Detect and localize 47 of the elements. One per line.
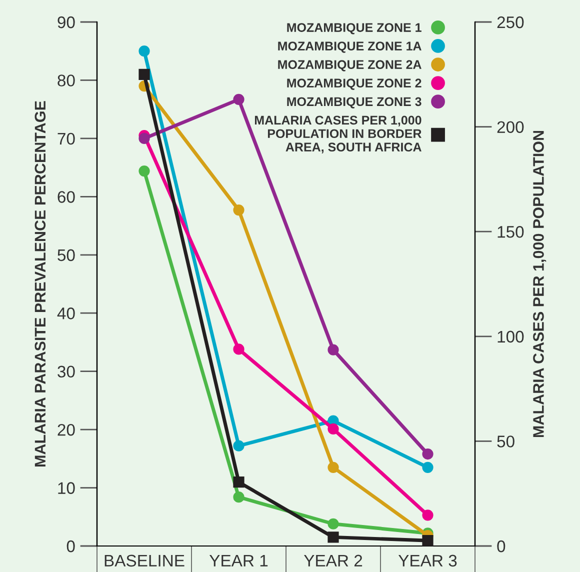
point [328,532,339,543]
x-tick-label: YEAR 3 [398,554,457,567]
y-tick-label: 70 [58,132,75,145]
point [422,510,434,521]
y-tick-label: 90 [58,16,75,28]
point [233,440,244,452]
point [233,94,244,105]
point [233,492,244,503]
point [422,534,434,546]
y2-tick-label: 50 [497,436,514,448]
y2-tick-label: 250 [497,16,524,28]
y-tick-label: 50 [58,249,75,262]
legend-label: MOZAMBIQUE ZONE 2 [287,78,422,90]
y-axis-title: MALARIA PARASITE PREVALENCE PERCENTAGE [34,101,46,466]
y2-tick-label: 200 [497,121,524,134]
legend-label: MOZAMBIQUE ZONE 2A [278,60,422,72]
y-tick-label: 40 [57,308,75,320]
point [138,46,150,57]
y2-axis-title: MALARIA CASES PER 1,000 POPULATION [533,130,546,438]
point [422,462,434,473]
point [233,204,244,216]
point [138,68,150,80]
point [328,462,339,473]
y-tick-label: 10 [58,482,75,494]
point [328,423,339,435]
y-tick-label: 80 [58,74,75,86]
x-tick-label: BASELINE [104,554,184,567]
point [233,476,244,488]
point [328,344,339,356]
y-tick-label: 30 [58,366,75,378]
legend-label: MOZAMBIQUE ZONE 1 [287,23,422,34]
legend-label: MALARIA CASES PER 1,000 POPULATION IN BORDER AREA, SOUTH AFRICA [254,116,422,154]
legend-label: MOZAMBIQUE ZONE 1A [278,42,422,53]
y2-tick-label: 0 [497,540,506,552]
point [138,165,150,177]
x-tick-label: YEAR 1 [209,554,268,566]
y-tick-label: 0 [66,540,75,552]
y-tick-label: 60 [58,191,75,203]
point [422,448,434,460]
x-tick-label: YEAR 2 [304,554,362,566]
legend-label: MOZAMBIQUE ZONE 3 [287,97,422,108]
y2-tick-label: 100 [498,330,524,343]
point [138,132,150,144]
y2-tick-label: 150 [498,226,524,238]
point [233,344,244,355]
point [328,518,339,530]
y-tick-label: 20 [58,424,75,436]
